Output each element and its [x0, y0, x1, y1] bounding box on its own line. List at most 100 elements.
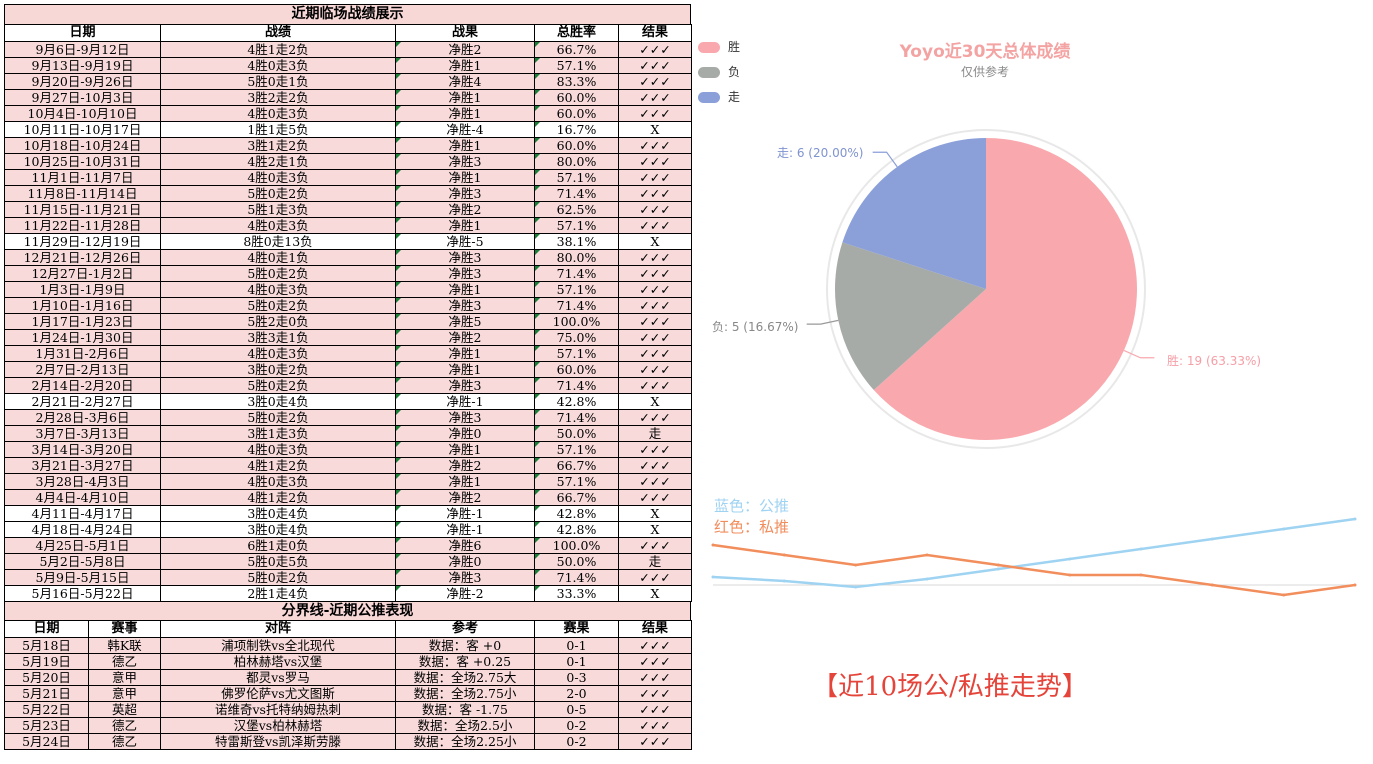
private-point — [1210, 583, 1214, 587]
cell-net: 净胜-1 — [395, 393, 535, 410]
cell-date: 5月23日 — [4, 717, 89, 734]
cell-rate: 57.1% — [534, 281, 619, 298]
table-row: 1月31日-2月6日 4胜0走3负 净胜1 57.1% ✓✓✓ — [4, 345, 692, 362]
legend-item-win[interactable]: 胜 — [698, 38, 740, 55]
cell-result: X — [618, 393, 692, 410]
cell-record: 5胜1走3负 — [160, 201, 396, 218]
cell-record: 3胜0走4负 — [160, 521, 396, 538]
table-row: 10月25日-10月31日 4胜2走1负 净胜3 80.0% ✓✓✓ — [4, 153, 692, 170]
cell-net: 净胜2 — [395, 201, 535, 218]
pie-slice-push[interactable] — [842, 138, 986, 289]
table-row: 4月4日-4月10日 4胜1走2负 净胜2 66.7% ✓✓✓ — [4, 489, 692, 506]
line-note-red: 红色：私推 — [714, 518, 790, 536]
cell-result: ✓✓✓ — [618, 297, 692, 314]
cell-date: 2月14日-2月20日 — [4, 377, 161, 394]
table-row: 3月21日-3月27日 4胜1走2负 净胜2 66.7% ✓✓✓ — [4, 457, 692, 474]
cell-result: X — [618, 121, 692, 138]
cell-net: 净胜2 — [395, 41, 535, 58]
cell-date: 5月22日 — [4, 701, 89, 718]
pie-slice-win[interactable] — [873, 138, 1137, 440]
table-row: 5月23日 德乙 汉堡vs柏林赫塔 数据：全场2.5小 0-2 ✓✓✓ — [4, 717, 692, 734]
table-row: 11月1日-11月7日 4胜0走3负 净胜1 57.1% ✓✓✓ — [4, 169, 692, 186]
cell-date: 5月16日-5月22日 — [4, 585, 161, 602]
recent-body: 5月18日 韩K联 浦项制铁vs全北现代 数据：客 +0 0-1 ✓✓✓ 5月19日 德乙 柏林… — [4, 637, 692, 750]
cell-rate: 71.4% — [534, 297, 619, 314]
cell-result: ✓✓✓ — [618, 569, 692, 586]
cell-rate: 57.1% — [534, 345, 619, 362]
table-row: 3月28日-4月3日 4胜0走3负 净胜1 57.1% ✓✓✓ — [4, 473, 692, 490]
cell-result: ✓✓✓ — [618, 733, 692, 750]
public-point — [1139, 547, 1143, 551]
cell-net: 净胜4 — [395, 73, 535, 90]
public-point — [1210, 537, 1214, 541]
legend-swatch-loss — [698, 67, 720, 78]
cell-match: 汉堡vs柏林赫塔 — [160, 717, 396, 734]
record-title: 近期临场战绩展示 — [4, 4, 691, 24]
cell-record: 4胜0走3负 — [160, 473, 396, 490]
cell-result: ✓✓✓ — [618, 153, 692, 170]
table-row: 5月19日 德乙 柏林赫塔vs汉堡 数据：客 +0.25 0-1 ✓✓✓ — [4, 653, 692, 670]
cell-rate: 71.4% — [534, 265, 619, 282]
table-row: 4月11日-4月17日 3胜0走4负 净胜-1 42.8% X — [4, 505, 692, 522]
series-line-private — [712, 543, 1356, 597]
cell-date: 12月27日-1月2日 — [4, 265, 161, 282]
pie-outline — [826, 129, 1146, 449]
cell-rate: 71.4% — [534, 569, 619, 586]
table-row: 2月28日-3月6日 5胜0走2负 净胜3 71.4% ✓✓✓ — [4, 409, 692, 426]
cell-result: ✓✓✓ — [618, 137, 692, 154]
cell-tip: 数据：全场2.75大 — [395, 669, 535, 686]
cell-result: ✓✓✓ — [618, 361, 692, 378]
cell-record: 4胜1走2负 — [160, 41, 396, 58]
cell-rate: 75.0% — [534, 329, 619, 346]
cell-net: 净胜3 — [395, 265, 535, 282]
record-col-header: 结果 — [618, 24, 692, 42]
legend-label-win: 胜 — [728, 40, 741, 54]
table-row: 4月18日-4月24日 3胜0走4负 净胜-1 42.8% X — [4, 521, 692, 538]
table-row: 4月25日-5月1日 6胜1走0负 净胜6 100.0% ✓✓✓ — [4, 537, 692, 554]
legend-item-loss[interactable]: 负 — [698, 63, 740, 80]
public-point — [1353, 517, 1357, 521]
cell-rate: 38.1% — [534, 233, 619, 250]
legend-item-push[interactable]: 走 — [698, 88, 740, 105]
record-col-header: 战果 — [395, 24, 535, 42]
legend-label-loss: 负 — [728, 65, 741, 79]
table-row: 5月24日 德乙 特雷斯登vs凯泽斯劳滕 数据：全场2.25小 0-2 ✓✓✓ — [4, 733, 692, 750]
cell-league: 德乙 — [88, 733, 161, 750]
record-col-header: 日期 — [4, 24, 161, 42]
legend-swatch-win — [698, 42, 720, 53]
cell-rate: 42.8% — [534, 505, 619, 522]
pie-slice-loss[interactable] — [835, 242, 986, 391]
table-row: 11月29日-12月19日 8胜0走13负 净胜-5 38.1% X — [4, 233, 692, 250]
cell-result: ✓✓✓ — [618, 701, 692, 718]
private-point — [782, 553, 786, 557]
cell-rate: 42.8% — [534, 393, 619, 410]
public-point — [1282, 527, 1286, 531]
cell-match: 诺维奇vs托特纳姆热刺 — [160, 701, 396, 718]
cell-date: 1月10日-1月16日 — [4, 297, 161, 314]
cell-record: 5胜0走2负 — [160, 409, 396, 426]
cell-record: 4胜1走2负 — [160, 489, 396, 506]
cell-result: ✓✓✓ — [618, 717, 692, 734]
cell-net: 净胜3 — [395, 409, 535, 426]
table-row: 2月21日-2月27日 3胜0走4负 净胜-1 42.8% X — [4, 393, 692, 410]
cell-record: 1胜1走5负 — [160, 121, 396, 138]
cell-rate: 57.1% — [534, 57, 619, 74]
table-row: 10月4日-10月10日 4胜0走3负 净胜1 60.0% ✓✓✓ — [4, 105, 692, 122]
cell-rate: 71.4% — [534, 377, 619, 394]
cell-date: 10月11日-10月17日 — [4, 121, 161, 138]
cell-league: 意甲 — [88, 685, 161, 702]
cell-date: 5月18日 — [4, 637, 89, 654]
record-body: 9月6日-9月12日 4胜1走2负 净胜2 66.7% ✓✓✓ 9月13日-9月19日 4胜… — [4, 41, 692, 602]
cell-date: 5月19日 — [4, 653, 89, 670]
cell-date: 5月2日-5月8日 — [4, 553, 161, 570]
cell-record: 6胜1走0负 — [160, 537, 396, 554]
cell-net: 净胜1 — [395, 217, 535, 234]
cell-result: ✓✓✓ — [618, 685, 692, 702]
cell-result: 走 — [618, 553, 692, 570]
record-table: 日期 战绩 战果 总胜率 结果 9月6日-9月12日 4胜1走2负 净胜2 66.7% ✓✓✓ 9… — [4, 24, 692, 602]
table-row: 12月21日-12月26日 4胜0走1负 净胜3 80.0% ✓✓✓ — [4, 249, 692, 266]
public-point — [711, 575, 715, 579]
cell-net: 净胜0 — [395, 553, 535, 570]
cell-net: 净胜1 — [395, 137, 535, 154]
cell-match: 柏林赫塔vs汉堡 — [160, 653, 396, 670]
